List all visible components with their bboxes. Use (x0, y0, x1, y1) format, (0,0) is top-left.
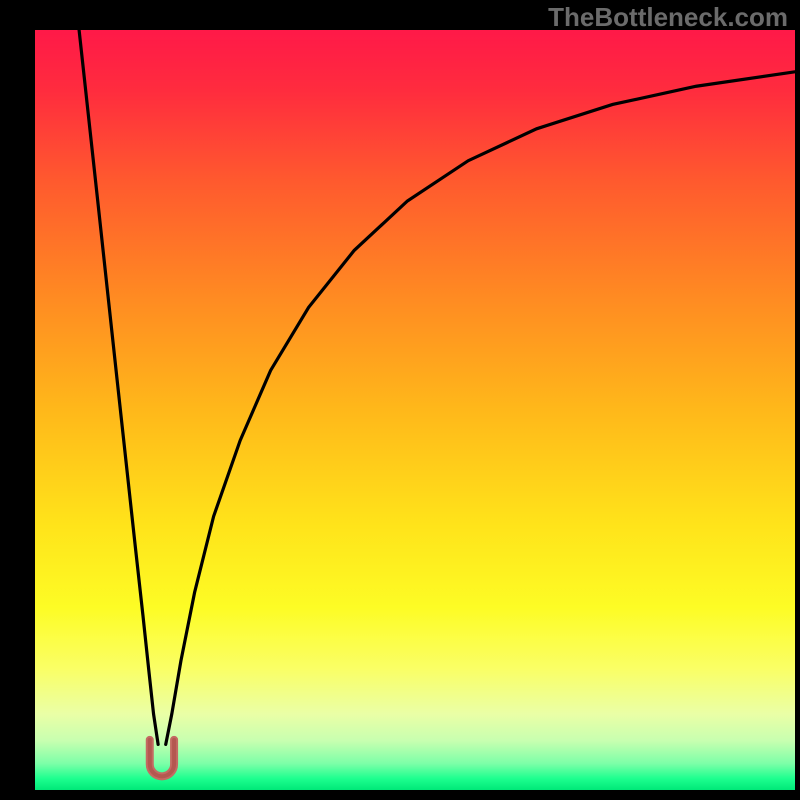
watermark-text: TheBottleneck.com (548, 2, 788, 33)
chart-frame: TheBottleneck.com (0, 0, 800, 800)
plot-area (35, 30, 795, 790)
chart-svg (35, 30, 795, 790)
